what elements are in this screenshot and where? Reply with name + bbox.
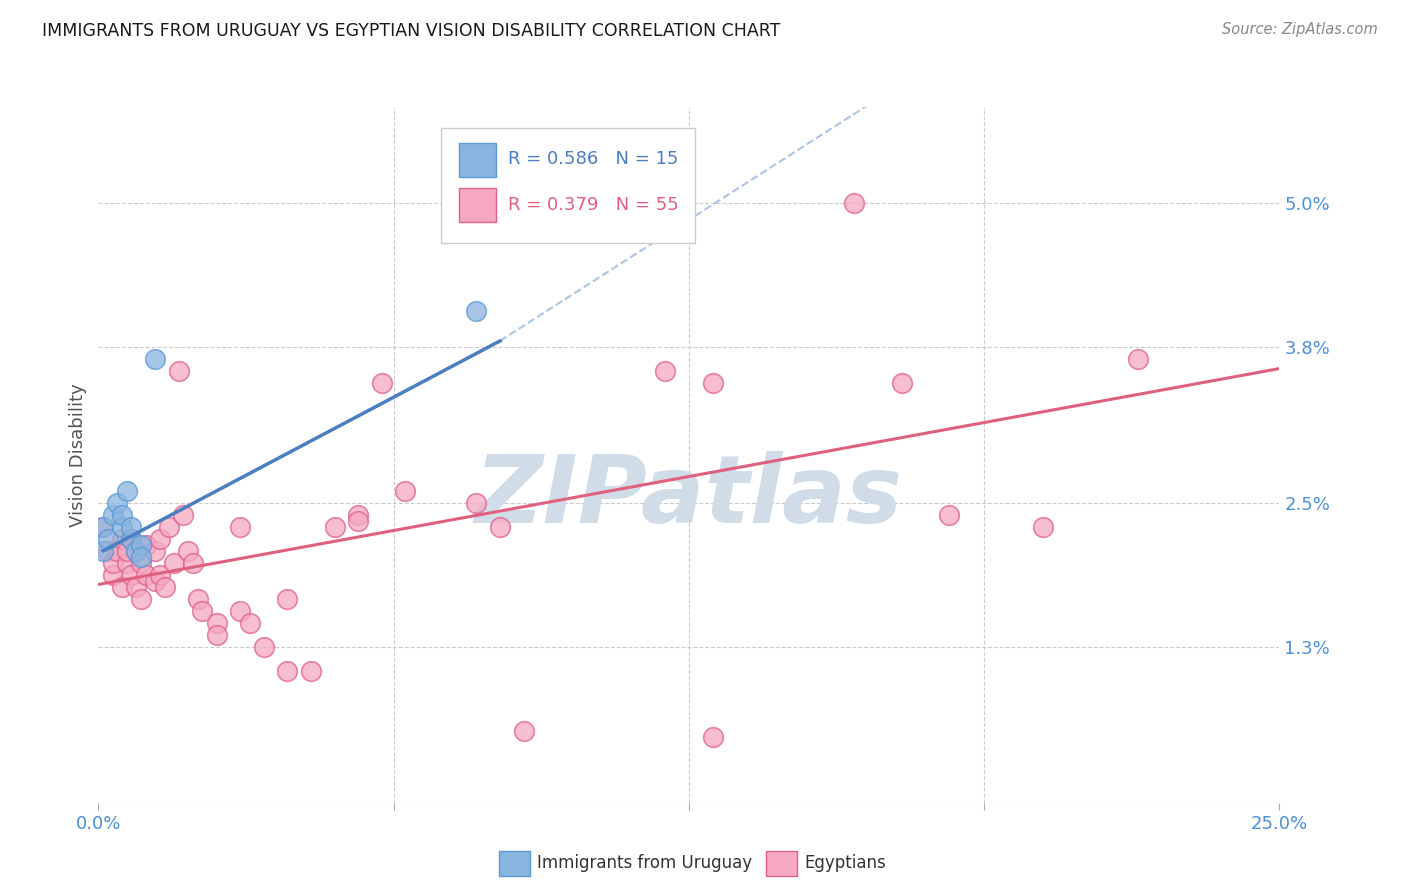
Point <box>702 730 724 744</box>
Point <box>111 520 134 534</box>
Point <box>172 508 194 522</box>
Point <box>129 556 152 570</box>
Text: Egyptians: Egyptians <box>804 855 886 872</box>
Point <box>149 567 172 582</box>
Point <box>177 544 200 558</box>
Y-axis label: Vision Disability: Vision Disability <box>69 383 87 527</box>
Text: Immigrants from Uruguay: Immigrants from Uruguay <box>537 855 752 872</box>
Point <box>512 723 534 738</box>
Point <box>890 376 912 390</box>
Point <box>371 376 394 390</box>
Point <box>129 549 152 564</box>
Point <box>115 544 138 558</box>
Point <box>153 580 176 594</box>
Bar <box>458 144 496 177</box>
Point <box>654 364 676 378</box>
Point <box>347 508 370 522</box>
Point <box>239 615 262 630</box>
Point <box>394 483 416 498</box>
Point <box>1126 351 1149 366</box>
Point <box>105 544 128 558</box>
Point <box>115 556 138 570</box>
Point <box>143 351 166 366</box>
Point <box>323 520 346 534</box>
Point <box>205 615 228 630</box>
Point <box>125 544 148 558</box>
Point <box>111 532 134 546</box>
Point <box>97 532 120 546</box>
Point <box>143 574 166 588</box>
Point <box>121 567 143 582</box>
Point <box>191 604 214 618</box>
Point <box>181 556 204 570</box>
Point <box>844 196 866 211</box>
Point <box>702 376 724 390</box>
Point <box>465 304 488 318</box>
Point <box>91 544 114 558</box>
Point <box>489 520 512 534</box>
Point <box>135 538 157 552</box>
Point <box>101 567 124 582</box>
Point <box>229 604 252 618</box>
Point <box>229 520 252 534</box>
Point <box>121 532 143 546</box>
Point <box>143 544 166 558</box>
Point <box>135 567 157 582</box>
Point <box>157 520 180 534</box>
Point <box>91 520 114 534</box>
Point <box>101 556 124 570</box>
Point <box>105 496 128 510</box>
FancyBboxPatch shape <box>441 128 695 243</box>
Point <box>125 544 148 558</box>
Text: R = 0.379   N = 55: R = 0.379 N = 55 <box>508 196 679 214</box>
Point <box>91 520 114 534</box>
Point <box>276 664 298 678</box>
Point <box>347 514 370 528</box>
Point <box>1032 520 1054 534</box>
Point <box>187 591 209 606</box>
Point <box>938 508 960 522</box>
Point <box>465 496 488 510</box>
Point <box>149 532 172 546</box>
Point <box>205 628 228 642</box>
Point <box>115 483 138 498</box>
Point <box>121 532 143 546</box>
Point <box>299 664 322 678</box>
Point <box>129 591 152 606</box>
Point <box>121 520 143 534</box>
Point <box>167 364 190 378</box>
Point <box>111 508 134 522</box>
Point <box>111 580 134 594</box>
Bar <box>458 188 496 222</box>
Point <box>125 580 148 594</box>
Text: R = 0.586   N = 15: R = 0.586 N = 15 <box>508 150 679 169</box>
Point <box>101 508 124 522</box>
Point <box>163 556 186 570</box>
Text: Source: ZipAtlas.com: Source: ZipAtlas.com <box>1222 22 1378 37</box>
Text: ZIPatlas: ZIPatlas <box>475 450 903 542</box>
Point <box>129 538 152 552</box>
Point <box>276 591 298 606</box>
Point <box>253 640 276 654</box>
Point <box>97 544 120 558</box>
Text: IMMIGRANTS FROM URUGUAY VS EGYPTIAN VISION DISABILITY CORRELATION CHART: IMMIGRANTS FROM URUGUAY VS EGYPTIAN VISI… <box>42 22 780 40</box>
